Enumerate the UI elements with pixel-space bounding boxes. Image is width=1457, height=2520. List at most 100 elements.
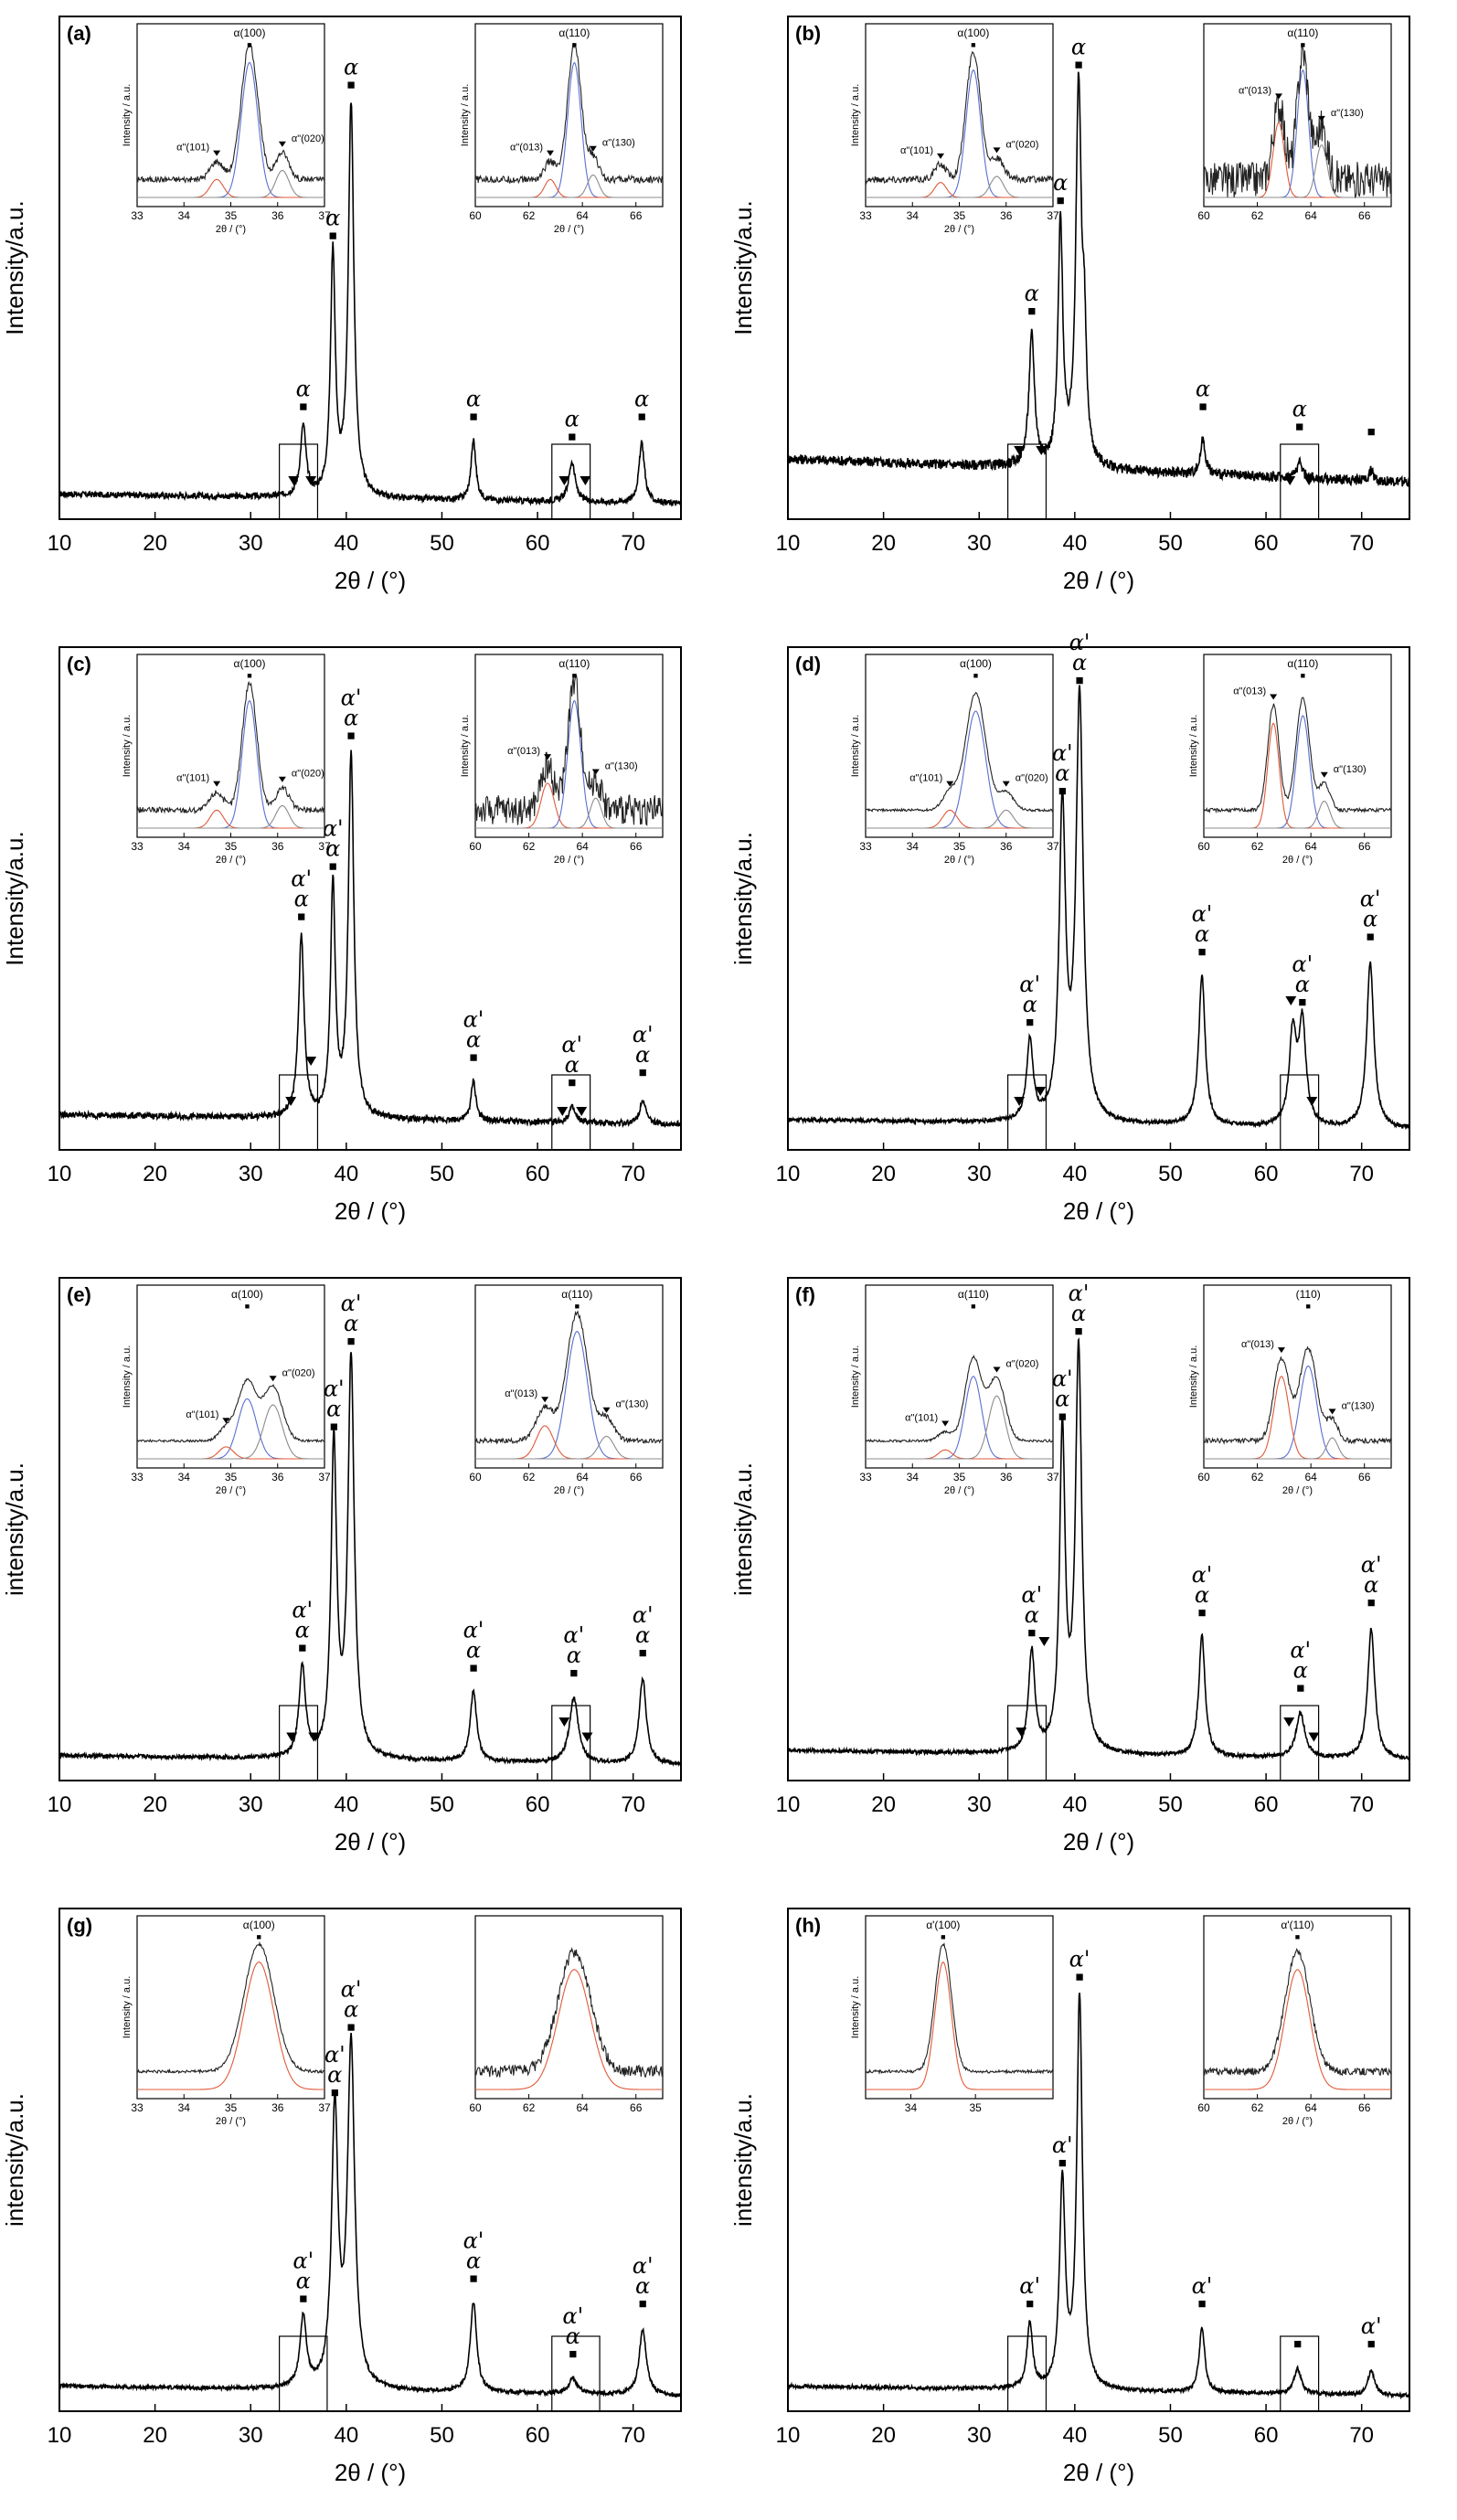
peak-phase-label: α	[1072, 650, 1087, 675]
inset-x-tick-label: 62	[1251, 2101, 1264, 2114]
inset-y-label: Intensity / a.u.	[1188, 715, 1199, 777]
inset-fit-component	[866, 175, 1053, 198]
inset-left: 33 34 35 36 37 2θ / (°) Intensity / a.u. α(110)…	[850, 1284, 1059, 1496]
inset-y-label: Intensity / a.u.	[122, 1976, 133, 2038]
inset-annotation: α"(130)	[1331, 108, 1364, 119]
peak-phase-label: α	[1364, 1572, 1378, 1598]
y-axis-label: intensity/a.u.	[1, 2093, 28, 2227]
inset-x-tick-label: 36	[271, 840, 284, 853]
peak-square-marker: ■	[639, 1065, 647, 1080]
peak-phase-label: α	[1292, 397, 1307, 422]
inset-y-label: Intensity / a.u.	[1188, 1345, 1199, 1408]
x-tick-label: 40	[334, 1792, 358, 1817]
inset-peak-square: ■	[572, 671, 577, 680]
inset-x-tick-label: 66	[630, 2101, 643, 2114]
inset-x-tick-label: 34	[907, 209, 920, 222]
zoom-region-box	[551, 443, 591, 520]
inset-x-tick-label: 35	[225, 209, 238, 222]
inset-fit-component	[866, 809, 1053, 829]
panel-label: (b)	[795, 22, 821, 45]
inset-peak-title: α(100)	[243, 1919, 275, 1931]
inset-annotation: α"(101)	[176, 773, 209, 784]
alpha-double-prime-marker	[1306, 1097, 1318, 1106]
peak-square-marker: ■	[347, 1334, 356, 1349]
x-axis-label: 2θ / (°)	[1063, 1197, 1134, 1225]
peak-phase-label: α'	[1192, 901, 1213, 927]
peak-square-marker: ■	[1058, 783, 1067, 799]
inset-x-label: 2θ / (°)	[1282, 1485, 1313, 1496]
inset-fit-component	[1204, 801, 1391, 829]
inset-x-tick-label: 37	[318, 209, 331, 222]
peak-square-marker: ■	[1298, 994, 1306, 1010]
peak-phase-label: α	[466, 2249, 481, 2274]
inset-peak-title: α(100)	[957, 27, 989, 39]
x-tick-label: 50	[1158, 1162, 1183, 1186]
peak-square-marker: ■	[639, 1645, 647, 1661]
inset-x-tick-label: 33	[859, 209, 872, 222]
inset-peak-title: α(110)	[1287, 27, 1318, 39]
peak-phase-label: α'	[563, 1622, 584, 1648]
inset-annotation: α"(020)	[1006, 1358, 1039, 1369]
inset-x-tick-label: 66	[1358, 1471, 1371, 1483]
peak-phase-label: α	[466, 1638, 481, 1664]
inset-right: 60 62 64 66 2θ / (°) Intensity / a.u. α(110)■ α…	[460, 654, 664, 866]
inset-x-tick-label: 66	[1358, 2101, 1371, 2114]
inset-fit-component	[475, 174, 663, 198]
y-axis-label: intensity/a.u.	[729, 1462, 757, 1596]
inset-annotation: α"(130)	[1334, 764, 1367, 775]
peak-square-marker: ■	[1296, 1681, 1304, 1696]
inset-trace	[136, 1377, 325, 1443]
peak-phase-label: α'	[1021, 1582, 1042, 1608]
inset-x-tick-label: 33	[131, 209, 144, 222]
inset-peak-square: ■	[247, 671, 251, 680]
x-tick-label: 60	[526, 531, 550, 556]
peak-phase-label: α'	[562, 2303, 583, 2329]
peak-square-marker: ■	[329, 229, 337, 244]
x-tick-label: 40	[334, 1162, 358, 1186]
inset-triangle-marker	[993, 1366, 1001, 1373]
peak-phase-label: α	[296, 2269, 311, 2294]
inset-x-tick-label: 62	[523, 2101, 536, 2114]
inset-annotation: α"(130)	[602, 138, 635, 149]
plot-frame	[58, 16, 682, 520]
x-tick-label: 60	[1254, 1162, 1279, 1186]
inset-trace	[1203, 696, 1392, 814]
peak-phase-label: α	[635, 2273, 650, 2299]
peak-square-marker: ■	[1293, 2336, 1302, 2352]
inset-x-tick-label: 60	[469, 2101, 482, 2114]
peak-phase-label: α	[1295, 972, 1310, 997]
inset-trace	[136, 42, 325, 184]
inset-x-tick-label: 35	[953, 209, 966, 222]
peak-phase-label: α	[344, 1311, 358, 1336]
inset-x-tick-label: 62	[523, 209, 536, 222]
inset-triangle-marker	[269, 1376, 277, 1382]
peak-phase-label: α	[1196, 377, 1210, 402]
peak-phase-label: α'	[341, 1291, 362, 1316]
zoom-region-box	[1007, 2335, 1048, 2412]
peak-phase-label: α'	[1019, 972, 1040, 997]
peak-phase-label: α'	[324, 1377, 345, 1402]
x-tick-label: 20	[871, 1792, 896, 1817]
x-tick-label: 20	[871, 1162, 896, 1186]
peak-phase-label: α'	[1360, 887, 1381, 912]
panel-a: (a) Intensity/a.u. 2θ / (°) 10 20 30 40 50 60 70 ■…	[1, 16, 682, 594]
peak-phase-label: α	[466, 1027, 481, 1053]
inset-peak-square: ■	[572, 40, 577, 49]
x-tick-label: 10	[776, 531, 801, 556]
peak-phase-label: α'	[1292, 952, 1313, 977]
inset-annotation: α"(130)	[605, 761, 638, 772]
inset-x-tick-label: 60	[1197, 1471, 1210, 1483]
inset-x-tick-label: 60	[1197, 209, 1210, 222]
inset-triangle-marker	[946, 781, 954, 787]
inset-annotation: α"(020)	[292, 769, 324, 780]
inset-peak-title: α(100)	[234, 657, 266, 670]
peak-phase-label: α	[1195, 921, 1209, 947]
inset-x-tick-label: 35	[225, 1471, 238, 1483]
xrd-trace	[58, 102, 682, 507]
inset-trace	[865, 51, 1054, 186]
peak-square-marker: ■	[1367, 424, 1376, 440]
inset-x-tick-label: 36	[1000, 840, 1013, 853]
xrd-trace	[58, 2033, 682, 2398]
inset-x-tick-label: 66	[1358, 840, 1371, 853]
